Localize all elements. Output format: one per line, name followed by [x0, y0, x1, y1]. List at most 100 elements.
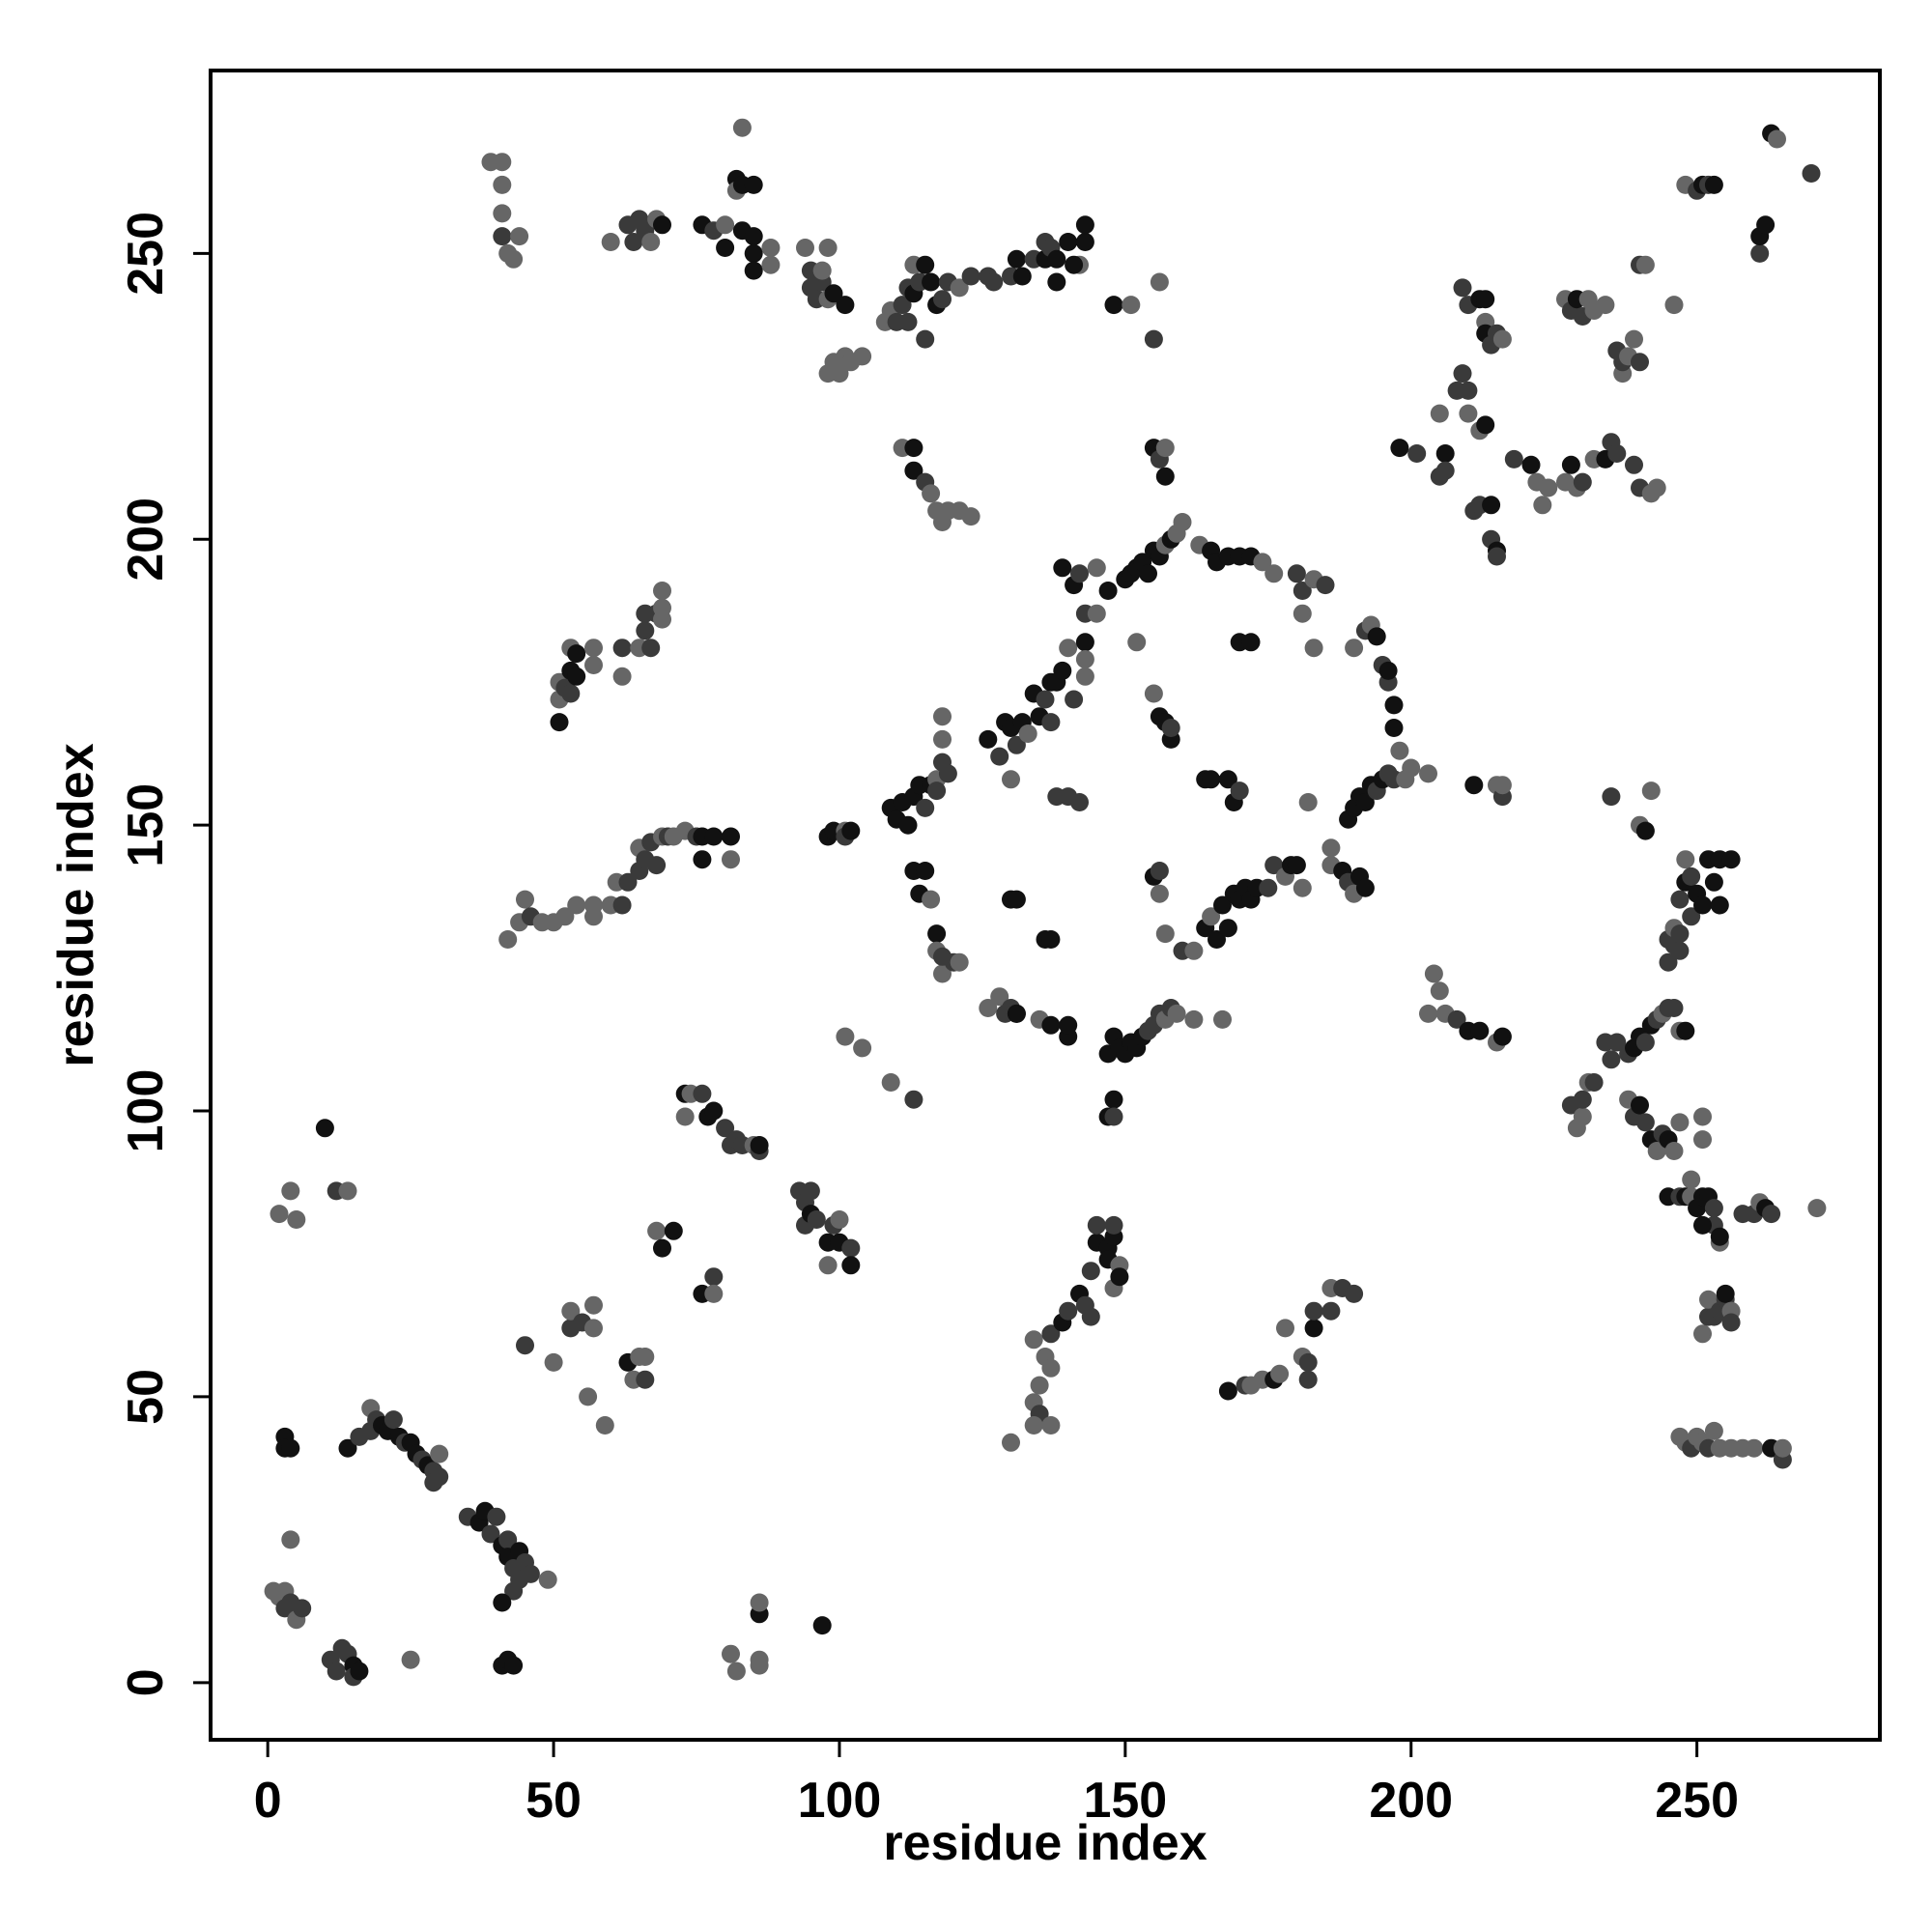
data-point — [1213, 895, 1232, 915]
data-point — [841, 1256, 861, 1275]
data-point — [287, 1210, 306, 1229]
data-point — [1041, 1015, 1061, 1035]
data-point — [716, 215, 735, 235]
y-axis: 0 50 100 150 200 250 — [118, 212, 211, 1696]
data-point — [1470, 1021, 1490, 1040]
data-point — [1293, 582, 1312, 600]
data-point — [1298, 1352, 1318, 1372]
data-point — [1155, 467, 1175, 486]
data-point — [1464, 776, 1484, 795]
data-point — [1155, 924, 1175, 944]
data-point — [1699, 1290, 1718, 1309]
data-point — [641, 639, 661, 658]
data-point — [1316, 576, 1335, 595]
data-point — [1682, 907, 1701, 926]
data-point — [841, 821, 861, 840]
data-point — [950, 952, 969, 972]
data-point — [493, 1593, 512, 1612]
data-point — [1573, 1090, 1592, 1109]
data-point — [430, 1467, 449, 1487]
data-point — [933, 290, 952, 309]
data-point — [636, 1370, 655, 1389]
data-point — [1030, 1376, 1049, 1395]
x-tick-label: 100 — [798, 1773, 882, 1829]
data-point — [1573, 1107, 1592, 1126]
data-point — [647, 856, 667, 875]
data-point — [744, 261, 763, 280]
data-point — [1075, 633, 1094, 652]
data-point — [636, 621, 655, 640]
data-point — [281, 1181, 300, 1201]
data-point — [1419, 1004, 1437, 1023]
data-point — [824, 284, 843, 303]
data-point — [836, 296, 855, 315]
data-point — [1807, 1199, 1827, 1218]
data-point — [1647, 478, 1666, 497]
y-tick-label: 200 — [118, 497, 174, 582]
data-point — [1024, 1330, 1043, 1350]
data-point — [1104, 296, 1123, 315]
data-point — [853, 1038, 872, 1058]
data-point — [1492, 329, 1512, 349]
data-point — [990, 747, 1009, 766]
x-tick-label: 250 — [1655, 1773, 1739, 1829]
data-point — [732, 118, 752, 137]
data-point — [1659, 952, 1678, 972]
data-point — [521, 1564, 540, 1583]
data-point — [1041, 930, 1061, 949]
x-tick-label: 200 — [1369, 1773, 1453, 1829]
data-point — [898, 312, 918, 331]
data-point — [653, 1238, 671, 1258]
data-point — [1384, 719, 1404, 737]
data-point — [664, 1221, 683, 1240]
data-point — [1607, 1033, 1627, 1052]
data-point — [1533, 496, 1552, 515]
data-point — [384, 1410, 403, 1430]
data-point — [1768, 129, 1786, 149]
data-point — [704, 1267, 724, 1287]
data-point — [1059, 233, 1078, 251]
data-point — [1150, 272, 1169, 292]
data-point — [1345, 1284, 1364, 1303]
data-point — [544, 1352, 563, 1372]
data-point — [1504, 449, 1523, 469]
data-point — [1670, 941, 1690, 960]
data-point — [807, 1210, 826, 1229]
data-point — [1345, 639, 1364, 658]
data-point — [1488, 547, 1506, 566]
data-point — [1127, 633, 1147, 652]
data-point — [1704, 1199, 1723, 1218]
data-point — [1065, 255, 1084, 274]
data-point — [979, 729, 998, 749]
data-point — [1264, 564, 1284, 583]
data-point — [1065, 690, 1084, 709]
data-point — [1253, 553, 1272, 572]
data-point — [487, 1507, 506, 1526]
data-point — [315, 1119, 334, 1138]
data-point — [1670, 1113, 1690, 1132]
data-point — [1036, 690, 1055, 709]
data-point — [1098, 582, 1118, 600]
data-point — [1384, 696, 1404, 715]
x-tick-label: 50 — [526, 1773, 582, 1829]
y-tick-label: 150 — [118, 783, 174, 867]
data-point — [1635, 1033, 1655, 1052]
data-point — [1647, 1142, 1666, 1160]
data-point — [933, 729, 952, 749]
data-point — [1293, 878, 1312, 897]
data-point — [1682, 867, 1701, 886]
data-point — [1561, 455, 1580, 474]
data-point — [1407, 444, 1427, 463]
data-point — [350, 1662, 369, 1681]
data-point — [430, 1444, 449, 1463]
data-point — [1184, 1009, 1204, 1029]
data-point — [612, 895, 632, 915]
data-point — [1047, 272, 1066, 292]
data-point — [1041, 1324, 1061, 1344]
data-point — [750, 1650, 769, 1669]
data-point — [1104, 1090, 1123, 1109]
data-point — [550, 713, 569, 732]
data-point — [1059, 1015, 1078, 1035]
data-point — [693, 850, 712, 869]
data-point — [922, 272, 941, 292]
